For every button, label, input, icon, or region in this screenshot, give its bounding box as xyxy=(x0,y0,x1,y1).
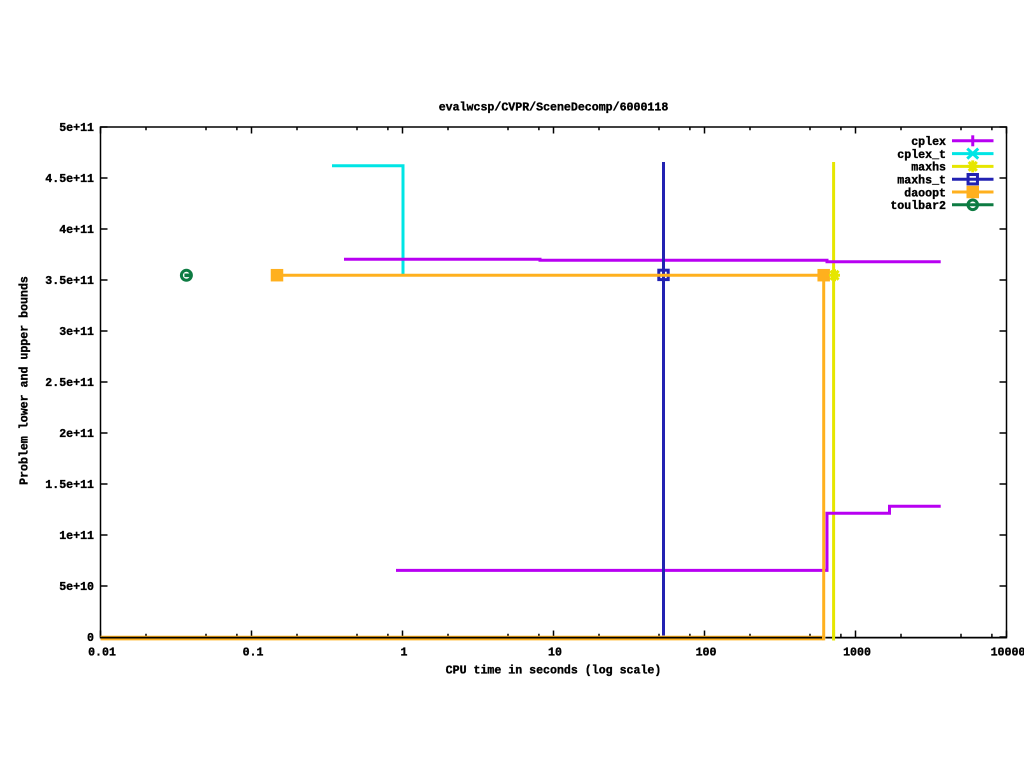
svg-text:10: 10 xyxy=(548,646,562,659)
svg-text:0.1: 0.1 xyxy=(243,646,264,659)
svg-text:3e+11: 3e+11 xyxy=(59,326,94,339)
svg-text:4.5e+11: 4.5e+11 xyxy=(45,173,94,186)
svg-text:cplex_t: cplex_t xyxy=(897,149,946,162)
svg-text:maxhs_t: maxhs_t xyxy=(897,175,946,188)
svg-text:maxhs: maxhs xyxy=(911,162,946,175)
svg-text:5e+10: 5e+10 xyxy=(59,581,94,594)
svg-text:toulbar2: toulbar2 xyxy=(890,200,946,213)
svg-text:CPU time in seconds (log scale: CPU time in seconds (log scale) xyxy=(446,665,662,678)
svg-text:1000: 1000 xyxy=(843,646,871,659)
svg-text:0.01: 0.01 xyxy=(88,646,116,659)
svg-text:Problem lower and upper bounds: Problem lower and upper bounds xyxy=(19,276,32,485)
svg-text:5e+11: 5e+11 xyxy=(59,122,94,135)
svg-text:0: 0 xyxy=(87,632,94,645)
svg-text:daoopt: daoopt xyxy=(904,187,946,200)
svg-text:10000: 10000 xyxy=(991,646,1024,659)
svg-text:1.5e+11: 1.5e+11 xyxy=(45,479,94,492)
svg-text:cplex: cplex xyxy=(911,136,946,149)
svg-text:3.5e+11: 3.5e+11 xyxy=(45,275,94,288)
svg-text:2.5e+11: 2.5e+11 xyxy=(45,377,94,390)
svg-text:1: 1 xyxy=(401,646,408,659)
svg-text:evalwcsp/CVPR/SceneDecomp/6000: evalwcsp/CVPR/SceneDecomp/6000118 xyxy=(439,102,669,115)
svg-text:2e+11: 2e+11 xyxy=(59,428,94,441)
svg-text:100: 100 xyxy=(696,646,717,659)
svg-text:4e+11: 4e+11 xyxy=(59,224,94,237)
svg-text:1e+11: 1e+11 xyxy=(59,530,94,543)
